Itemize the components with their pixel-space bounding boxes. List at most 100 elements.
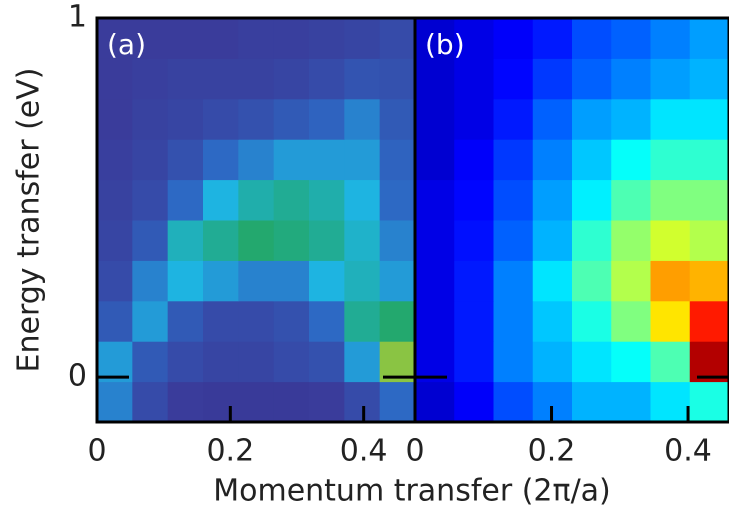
heatmap-cell xyxy=(167,139,204,181)
heatmap-cell xyxy=(493,179,534,221)
heatmap-cell xyxy=(167,300,204,342)
heatmap-cell xyxy=(650,179,691,221)
heatmap-cell xyxy=(532,260,573,302)
heatmap-cell xyxy=(611,179,651,221)
heatmap-cell xyxy=(132,98,169,140)
heatmap-cell xyxy=(454,58,494,100)
heatmap-cell xyxy=(689,139,729,181)
heatmap-cell xyxy=(454,98,494,140)
heatmap-cell xyxy=(650,58,691,100)
heatmap-cell xyxy=(493,18,534,59)
heatmap-cell xyxy=(493,260,534,302)
x-tick-label: 0.4 xyxy=(340,434,388,469)
heatmap-cell xyxy=(611,381,651,423)
heatmap-cell xyxy=(689,381,729,423)
heatmap-cell xyxy=(379,260,416,302)
heatmap-cell xyxy=(167,341,204,383)
heatmap-cell xyxy=(132,18,169,59)
heatmap-cell xyxy=(572,341,612,383)
heatmap-cell xyxy=(132,381,169,423)
heatmap-cell xyxy=(379,18,416,59)
x-tick-label: 0.2 xyxy=(206,434,254,469)
heatmap-cell xyxy=(167,179,204,221)
heatmap-cell xyxy=(203,260,239,302)
heatmap-cell xyxy=(203,220,239,261)
heatmap-cell xyxy=(309,58,345,100)
heatmap-cell xyxy=(97,381,133,423)
heatmap-cell xyxy=(379,341,416,383)
heatmap-cell xyxy=(689,341,729,383)
heatmap-cell xyxy=(273,341,310,383)
panel-label: (b) xyxy=(425,28,465,61)
heatmap-cell xyxy=(650,381,691,423)
heatmap-cell xyxy=(415,139,455,181)
heatmap-cell xyxy=(689,260,729,302)
heatmap-cell xyxy=(379,300,416,342)
heatmap-cell xyxy=(650,300,691,342)
heatmap-cell xyxy=(493,139,534,181)
heatmap-cell xyxy=(572,58,612,100)
x-axis-label: Momentum transfer (2π/a) xyxy=(213,474,611,509)
heatmap-cell xyxy=(273,139,310,181)
heatmap-cell xyxy=(238,58,275,100)
heatmap-cell xyxy=(689,98,729,140)
heatmap-cell xyxy=(572,139,612,181)
heatmap-cell xyxy=(454,300,494,342)
heatmap-cell xyxy=(167,58,204,100)
heatmap-cell xyxy=(97,260,133,302)
heatmap-cell xyxy=(532,220,573,261)
heatmap-cell xyxy=(379,58,416,100)
heatmap-cell xyxy=(97,179,133,221)
heatmap-cell xyxy=(689,220,729,261)
heatmap-cell xyxy=(344,58,381,100)
heatmap-cell xyxy=(132,260,169,302)
heatmap-cell xyxy=(572,260,612,302)
heatmap-cell xyxy=(97,139,133,181)
heatmap-cell xyxy=(532,98,573,140)
heatmap-cell xyxy=(572,381,612,423)
heatmap-cell xyxy=(309,341,345,383)
heatmap-cell xyxy=(415,220,455,261)
heatmap-cell xyxy=(238,179,275,221)
heatmap-cell xyxy=(273,220,310,261)
heatmap-cell xyxy=(344,260,381,302)
heatmap-cell xyxy=(132,179,169,221)
panel-label: (a) xyxy=(107,28,146,61)
heatmap-cell xyxy=(273,300,310,342)
heatmap-cell xyxy=(203,98,239,140)
heatmap-cell xyxy=(203,179,239,221)
heatmap-cell xyxy=(344,98,381,140)
x-tick-label: 0 xyxy=(405,434,424,469)
heatmap-cell xyxy=(611,300,651,342)
heatmap-cell xyxy=(532,341,573,383)
heatmap-cell xyxy=(167,18,204,59)
heatmap-cell xyxy=(650,341,691,383)
heatmap-cell xyxy=(572,179,612,221)
heatmap-cell xyxy=(415,179,455,221)
heatmap-cell xyxy=(493,300,534,342)
heatmap-cell xyxy=(493,220,534,261)
heatmap-cell xyxy=(454,18,494,59)
heatmap-cell xyxy=(650,139,691,181)
heatmap-cell xyxy=(572,98,612,140)
heatmap-cell xyxy=(167,381,204,423)
heatmap-cell xyxy=(415,341,455,383)
heatmap-cell xyxy=(97,58,133,100)
heatmap-cell xyxy=(238,18,275,59)
heatmap-cell xyxy=(238,98,275,140)
heatmap-cell xyxy=(650,220,691,261)
heatmap-cell xyxy=(454,220,494,261)
heatmap-cell xyxy=(97,341,133,383)
heatmap-cell xyxy=(273,18,310,59)
heatmap-cell xyxy=(572,18,612,59)
heatmap-cell xyxy=(97,18,133,59)
heatmap-cell xyxy=(309,381,345,423)
heatmap-cell xyxy=(238,220,275,261)
heatmap-cell xyxy=(454,341,494,383)
heatmap-cell xyxy=(238,300,275,342)
heatmap-cell xyxy=(309,260,345,302)
heatmap-cell xyxy=(309,18,345,59)
heatmap-cell xyxy=(132,220,169,261)
heatmap-cell xyxy=(273,381,310,423)
